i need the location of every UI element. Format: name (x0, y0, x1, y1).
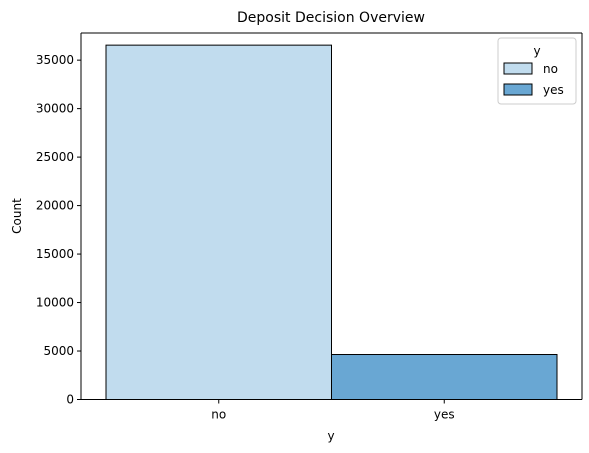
bar-yes (331, 354, 558, 400)
legend: y no yes (497, 37, 577, 105)
x-ticks: no yes (211, 399, 455, 422)
legend-swatch-no (503, 62, 533, 75)
chart-title: Deposit Decision Overview (237, 10, 425, 26)
y-tick-label: 25000 (36, 150, 74, 164)
y-ticks: 0 5000 10000 15000 20000 25000 30000 35000 (36, 53, 81, 407)
y-tick-label: 5000 (43, 344, 74, 358)
y-tick-label: 15000 (36, 247, 74, 261)
x-axis-label: y (327, 429, 334, 443)
y-tick-label: 10000 (36, 296, 74, 310)
legend-swatch-yes (503, 83, 533, 96)
y-axis-label: Count (10, 198, 24, 234)
y-tick-label: 35000 (36, 53, 74, 67)
y-tick-label: 20000 (36, 199, 74, 213)
bars (105, 44, 558, 400)
legend-title: y (533, 44, 540, 58)
y-tick-label: 30000 (36, 102, 74, 116)
x-tick-label-no: no (211, 408, 226, 422)
x-tick-label-yes: yes (434, 408, 455, 422)
axes (80, 32, 583, 400)
y-tick-label: 0 (66, 393, 74, 407)
legend-label-yes: yes (543, 83, 564, 97)
legend-label-no: no (543, 62, 558, 76)
bar-no (105, 44, 332, 400)
